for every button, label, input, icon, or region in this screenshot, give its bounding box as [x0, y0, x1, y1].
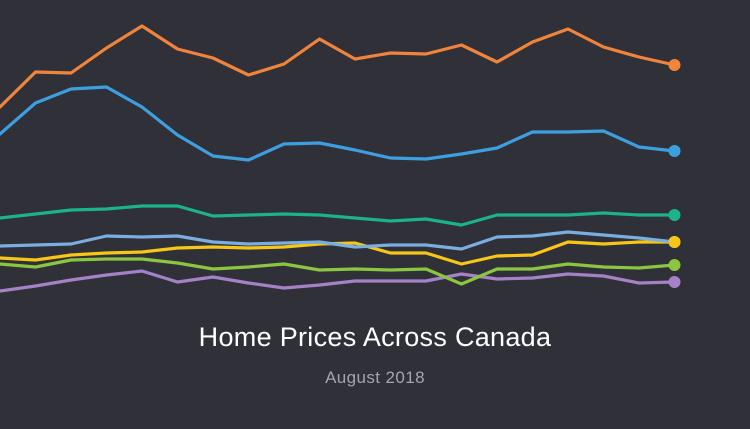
series-line-4	[0, 230, 677, 251]
series-line-3	[0, 204, 677, 227]
chart-title: Home Prices Across Canada	[198, 322, 552, 352]
series-end-point-3	[668, 209, 681, 221]
series-end-point-1	[668, 59, 681, 71]
series-line-1	[0, 24, 677, 109]
series-line-7	[0, 269, 677, 293]
chart-subtitle: August 2018	[325, 368, 425, 387]
series-end-point-6	[668, 259, 681, 271]
series-end-point-5	[668, 236, 681, 248]
series-end-point-7	[668, 276, 681, 288]
series-line-2	[0, 85, 677, 162]
series-line-6	[0, 257, 677, 286]
series-end-point-2	[668, 145, 681, 157]
